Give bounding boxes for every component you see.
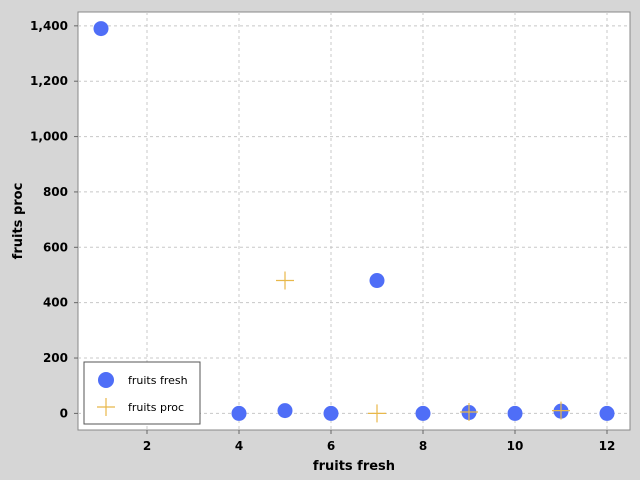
legend: fruits fresh fruits proc [83, 361, 201, 425]
x-tick-label: 8 [419, 439, 427, 453]
legend-marker-fruits-proc [97, 398, 115, 416]
data-point-fruits-fresh [415, 405, 431, 421]
grid [78, 12, 630, 430]
x-tick-label: 2 [143, 439, 151, 453]
legend-marker-fruits-fresh [98, 372, 114, 388]
data-point-fruits-proc [552, 401, 570, 420]
data-point-fruits-proc [368, 404, 386, 423]
y-tick-label: 800 [43, 185, 68, 199]
x-tick-label: 6 [327, 439, 335, 453]
data-point-fruits-fresh [277, 403, 293, 419]
x-tick-label: 12 [599, 439, 616, 453]
x-tick-label: 10 [507, 439, 524, 453]
y-tick-label: 200 [43, 351, 68, 365]
data-point-fruits-fresh [323, 405, 339, 421]
legend-box [83, 361, 201, 425]
x-axis-title: fruits fresh [313, 459, 395, 474]
data-point-fruits-proc [460, 403, 478, 422]
data-point-fruits-fresh [507, 405, 523, 421]
data-point-fruits-proc [276, 271, 294, 290]
data-point-fruits-fresh [599, 405, 615, 421]
data-marks [93, 21, 615, 423]
y-tick-label: 1,200 [30, 74, 68, 88]
legend-label-fruits-fresh: fruits fresh [128, 374, 188, 387]
y-tick-label: 400 [43, 296, 68, 310]
axes: 2 4 6 8 10 12 0 200 400 600 800 1,000 1,200 1,400 [30, 19, 615, 453]
y-axis-title: fruits proc [11, 183, 26, 260]
legend-label-fruits-proc: fruits proc [128, 401, 184, 414]
y-tick-label: 1,000 [30, 130, 68, 144]
y-tick-label: 600 [43, 240, 68, 254]
data-point-fruits-fresh [231, 405, 247, 421]
x-tick-label: 4 [235, 439, 243, 453]
y-tick-label: 1,400 [30, 19, 68, 33]
data-point-fruits-fresh [369, 273, 385, 289]
y-tick-label: 0 [60, 406, 68, 420]
data-point-fruits-fresh [93, 21, 109, 37]
